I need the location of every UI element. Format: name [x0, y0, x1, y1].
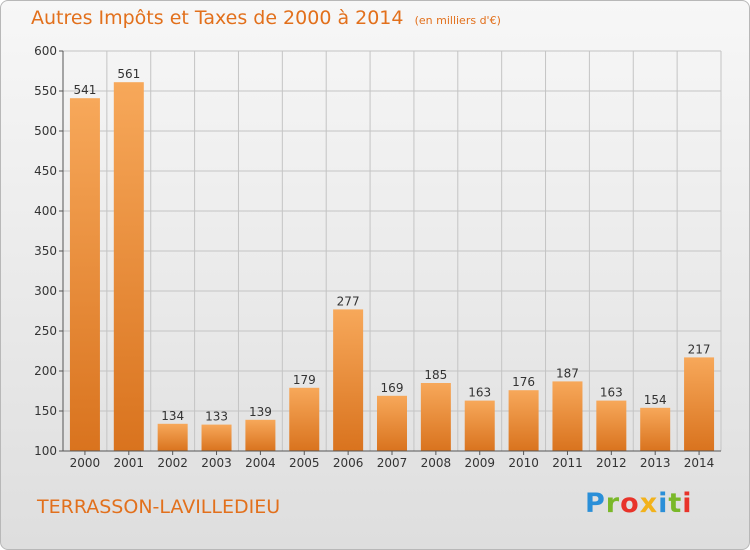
logo-letter: x [639, 488, 659, 519]
x-tick-label: 2012 [596, 456, 627, 470]
bar-2008 [420, 383, 451, 451]
bar-2009 [464, 400, 495, 451]
value-label: 277 [337, 294, 360, 308]
bar-2007 [377, 395, 407, 451]
logo-letter: P [585, 488, 606, 519]
bar-layer [69, 82, 715, 451]
value-label: 561 [117, 67, 140, 81]
chart-title: Autres Impôts et Taxes de 2000 à 2014 [31, 7, 404, 29]
y-tick-label: 450 [34, 164, 57, 178]
x-tick-label: 2008 [421, 456, 452, 470]
value-label: 134 [161, 409, 184, 423]
value-label: 179 [293, 373, 316, 387]
y-tick-label: 600 [34, 44, 57, 58]
bar-2011 [552, 381, 583, 451]
bar-2001 [113, 82, 144, 451]
axis-layer: 100 150 200 250 300 350 400 450 500 550 600 2000 200… [34, 44, 721, 470]
x-tick-label: 2007 [377, 456, 408, 470]
y-tick-label: 150 [34, 404, 57, 418]
logo-letter: o [620, 488, 640, 519]
value-label: 185 [424, 368, 447, 382]
bar-2010 [508, 390, 539, 451]
bar-2002 [157, 423, 188, 451]
x-tick-label: 2001 [114, 456, 145, 470]
x-tick-label: 2006 [333, 456, 364, 470]
value-label: 187 [556, 366, 579, 380]
y-tick-label: 300 [34, 284, 57, 298]
y-tick-label: 100 [34, 444, 57, 458]
x-tick-label: 2004 [245, 456, 276, 470]
logo-letter: r [605, 488, 621, 519]
title-row: Autres Impôts et Taxes de 2000 à 2014 (e… [31, 7, 501, 29]
value-label: 541 [73, 83, 96, 97]
x-tick-label: 2011 [552, 456, 583, 470]
bar-2013 [640, 407, 671, 451]
label-layer: 541 561 134 133 139 179 277 169 185 163 176 187 163 1… [73, 67, 710, 423]
value-label: 163 [468, 386, 491, 400]
bar-2006 [333, 309, 364, 451]
x-tick-label: 2014 [684, 456, 715, 470]
value-label: 163 [600, 386, 623, 400]
value-label: 176 [512, 375, 535, 389]
logo-letter: i [682, 488, 693, 519]
value-label: 133 [205, 410, 228, 424]
value-label: 139 [249, 405, 272, 419]
logo-letter: t [668, 488, 683, 519]
bar-2003 [201, 424, 232, 451]
proxiti-logo[interactable]: Proxiti [585, 488, 693, 519]
commune-name: TERRASSON-LAVILLEDIEU [37, 496, 281, 518]
x-tick-label: 2002 [157, 456, 188, 470]
bar-2004 [245, 419, 276, 451]
x-tick-label: 2000 [70, 456, 101, 470]
bar-2012 [596, 400, 627, 451]
value-label: 169 [381, 381, 404, 395]
y-tick-label: 550 [34, 84, 57, 98]
bar-2000 [69, 98, 100, 451]
bar-2014 [684, 357, 715, 451]
y-tick-label: 400 [34, 204, 57, 218]
value-label: 217 [688, 342, 711, 356]
bar-2005 [289, 387, 320, 451]
x-tick-label: 2009 [464, 456, 495, 470]
value-label: 154 [644, 393, 667, 407]
x-tick-label: 2005 [289, 456, 320, 470]
y-tick-label: 500 [34, 124, 57, 138]
y-tick-label: 250 [34, 324, 57, 338]
logo-letter: i [658, 488, 669, 519]
y-tick-label: 350 [34, 244, 57, 258]
x-tick-label: 2003 [201, 456, 232, 470]
chart-unit-label: (en milliers d'€) [414, 14, 501, 27]
y-tick-label: 200 [34, 364, 57, 378]
x-tick-label: 2010 [508, 456, 539, 470]
x-tick-label: 2013 [640, 456, 671, 470]
